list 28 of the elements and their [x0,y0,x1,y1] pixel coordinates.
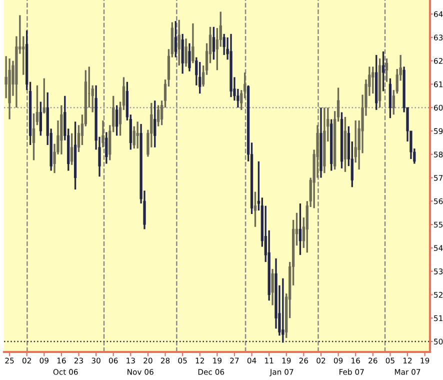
candlestick [382,50,385,92]
candlestick [298,202,302,256]
candlestick [39,100,42,136]
candlestick [136,120,139,150]
candlestick [105,131,108,165]
candlestick [42,78,46,114]
candlestick [385,58,388,83]
candlestick [32,112,36,162]
candlestick [70,132,74,166]
candlestick [184,38,188,68]
candlestick [178,19,180,66]
candlestick [282,277,284,344]
candlestick [102,120,104,148]
candlestick [388,78,392,119]
candlestick [212,26,216,60]
candlestick [157,104,160,128]
candlestick [372,66,374,94]
candlestick [181,33,184,75]
candlestick [271,268,274,306]
candlestick [174,20,177,58]
candlestick [115,104,118,136]
candlestick [222,33,226,56]
candlestick [198,61,202,94]
candlestick [254,190,257,228]
candlestick [192,22,194,64]
candlestick [154,100,156,148]
candlestick [132,125,136,150]
candlestick [188,42,191,72]
